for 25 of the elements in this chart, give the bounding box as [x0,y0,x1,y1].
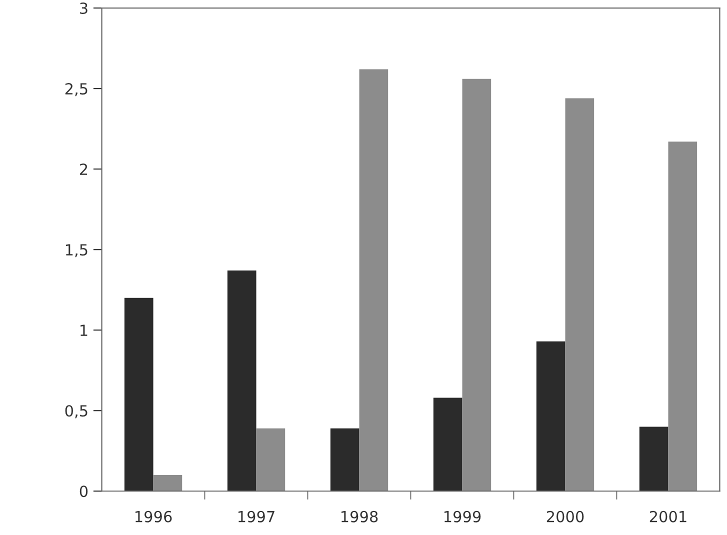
bar [153,475,182,492]
y-tick-label: 0 [80,486,88,498]
bar [536,341,566,492]
x-tick-label: 1999 [444,510,481,522]
x-tick-label: 1997 [238,510,274,522]
y-tick-label: 2,5 [65,83,88,96]
x-tick-label: 2000 [546,510,584,522]
y-tick-label: 0,5 [65,405,88,418]
bar [359,69,388,492]
x-tick-label: 1996 [136,510,172,522]
y-tick-label: 3 [80,2,88,14]
bar [227,270,256,492]
bar [256,428,286,492]
y-tick-label: 1 [80,324,88,336]
bar [668,142,698,492]
x-tick-label: 2001 [650,510,686,522]
y-tick-label: 2 [80,164,88,175]
bar [462,78,492,492]
y-tick-label: 1,5 [66,244,88,258]
bar [433,398,462,492]
bar [639,426,668,492]
bar [330,428,360,492]
bar [124,298,154,492]
bar [565,98,594,492]
x-tick-label: 1998 [341,510,378,522]
